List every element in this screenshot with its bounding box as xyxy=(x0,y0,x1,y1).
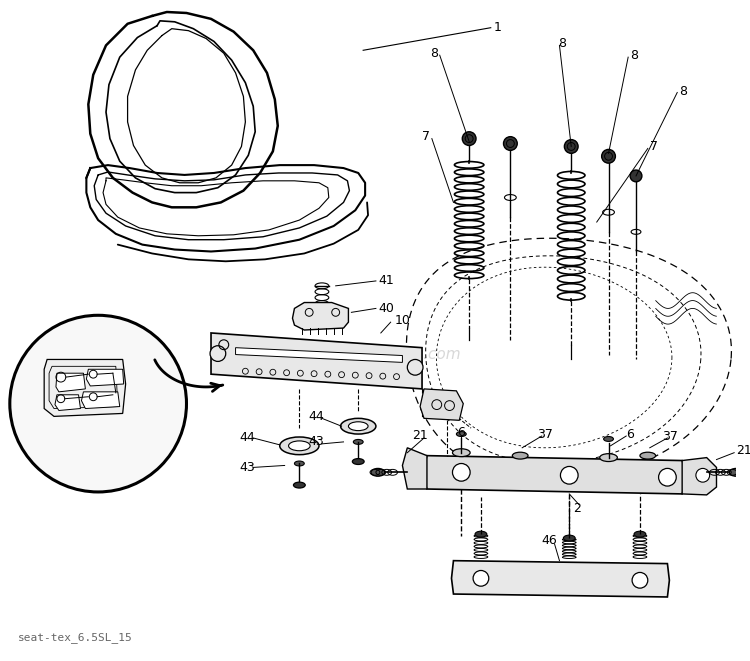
Ellipse shape xyxy=(512,452,528,459)
Text: 44: 44 xyxy=(308,410,324,423)
Ellipse shape xyxy=(600,453,617,461)
Circle shape xyxy=(473,570,489,586)
Ellipse shape xyxy=(289,441,310,451)
Circle shape xyxy=(503,137,518,151)
Text: 37: 37 xyxy=(537,428,553,440)
Ellipse shape xyxy=(563,535,575,541)
Circle shape xyxy=(462,132,476,145)
Circle shape xyxy=(560,467,578,484)
Text: 10: 10 xyxy=(394,314,410,327)
Circle shape xyxy=(10,315,187,492)
Text: 21: 21 xyxy=(413,428,428,442)
Circle shape xyxy=(630,170,642,182)
Ellipse shape xyxy=(729,469,743,477)
Polygon shape xyxy=(44,360,126,416)
Polygon shape xyxy=(236,348,403,362)
Text: 8: 8 xyxy=(630,49,638,61)
Text: 7: 7 xyxy=(422,130,430,143)
Circle shape xyxy=(564,139,578,153)
Ellipse shape xyxy=(475,531,487,537)
Polygon shape xyxy=(420,389,464,420)
Text: 40: 40 xyxy=(379,302,394,315)
Text: 8: 8 xyxy=(559,37,566,50)
Ellipse shape xyxy=(604,436,613,442)
Text: 8: 8 xyxy=(430,47,438,59)
Polygon shape xyxy=(403,447,427,489)
Text: 44: 44 xyxy=(239,432,255,444)
Polygon shape xyxy=(55,395,80,410)
Ellipse shape xyxy=(352,459,364,465)
Text: 21: 21 xyxy=(736,444,750,457)
Ellipse shape xyxy=(293,482,305,488)
Circle shape xyxy=(658,469,676,486)
Text: 2: 2 xyxy=(573,502,581,515)
Ellipse shape xyxy=(457,432,466,436)
Ellipse shape xyxy=(452,449,470,457)
Circle shape xyxy=(210,346,226,362)
Ellipse shape xyxy=(340,418,376,434)
Text: 6: 6 xyxy=(626,428,634,440)
Text: 46: 46 xyxy=(542,533,557,547)
Ellipse shape xyxy=(295,461,304,466)
Polygon shape xyxy=(292,303,349,330)
Ellipse shape xyxy=(280,437,319,455)
Text: seat-tex_6.5SL_15: seat-tex_6.5SL_15 xyxy=(18,632,133,642)
Polygon shape xyxy=(422,455,687,494)
Polygon shape xyxy=(682,457,716,495)
Text: 43: 43 xyxy=(308,436,324,448)
Text: 7: 7 xyxy=(650,140,658,153)
Text: 1: 1 xyxy=(494,21,502,34)
Text: 6: 6 xyxy=(458,426,465,439)
Text: eReplacementParts.com: eReplacementParts.com xyxy=(274,347,461,362)
Polygon shape xyxy=(86,369,124,386)
Ellipse shape xyxy=(353,440,363,444)
Circle shape xyxy=(696,469,709,482)
Circle shape xyxy=(407,360,423,375)
Text: 43: 43 xyxy=(239,461,255,474)
Ellipse shape xyxy=(371,469,385,477)
Ellipse shape xyxy=(349,422,368,430)
Circle shape xyxy=(632,572,648,588)
Polygon shape xyxy=(211,333,422,389)
Circle shape xyxy=(452,463,470,481)
Text: 8: 8 xyxy=(679,85,687,98)
Text: 37: 37 xyxy=(662,430,678,442)
Polygon shape xyxy=(452,561,670,597)
Text: 41: 41 xyxy=(379,274,394,288)
Ellipse shape xyxy=(634,531,646,537)
Polygon shape xyxy=(82,392,120,408)
Polygon shape xyxy=(56,373,86,392)
Ellipse shape xyxy=(640,452,656,459)
Circle shape xyxy=(602,149,616,163)
